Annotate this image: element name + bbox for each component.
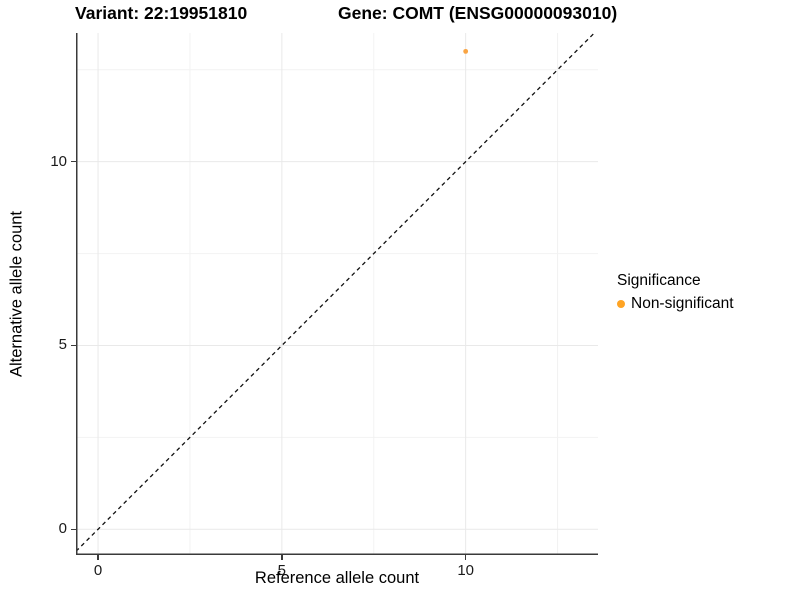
data-point [463,48,469,54]
legend-item-label: Non-significant [631,295,734,312]
x-axis-title: Reference allele count [254,569,420,587]
y-tick-label: 10 [50,152,67,170]
x-tick-label: 5 [277,562,287,579]
scatter-plot [76,33,598,555]
y-axis-title: Alternative allele count [7,210,26,378]
legend-item: Non-significant [617,295,734,313]
legend: Significance Non-significant [617,272,734,313]
y-tick-mark [71,528,76,531]
legend-items: Non-significant [617,295,734,313]
y-tick-mark [71,160,76,163]
identity-line [76,33,595,552]
y-tick-label: 5 [58,336,67,354]
x-tick-label: 10 [457,562,474,579]
plot-title-variant: Variant: 22:19951810 [75,3,248,23]
x-tick-mark [464,555,467,560]
plot-panel [76,33,598,555]
y-tick-label: 0 [58,520,67,538]
legend-key-dot-icon [617,300,625,308]
x-tick-mark [97,555,99,560]
plot-title-gene: Gene: COMT (ENSG00000093010) [338,3,618,23]
y-tick-mark [71,344,76,347]
x-tick-mark [281,555,283,560]
legend-title: Significance [617,272,701,289]
x-tick-label: 0 [93,562,103,579]
